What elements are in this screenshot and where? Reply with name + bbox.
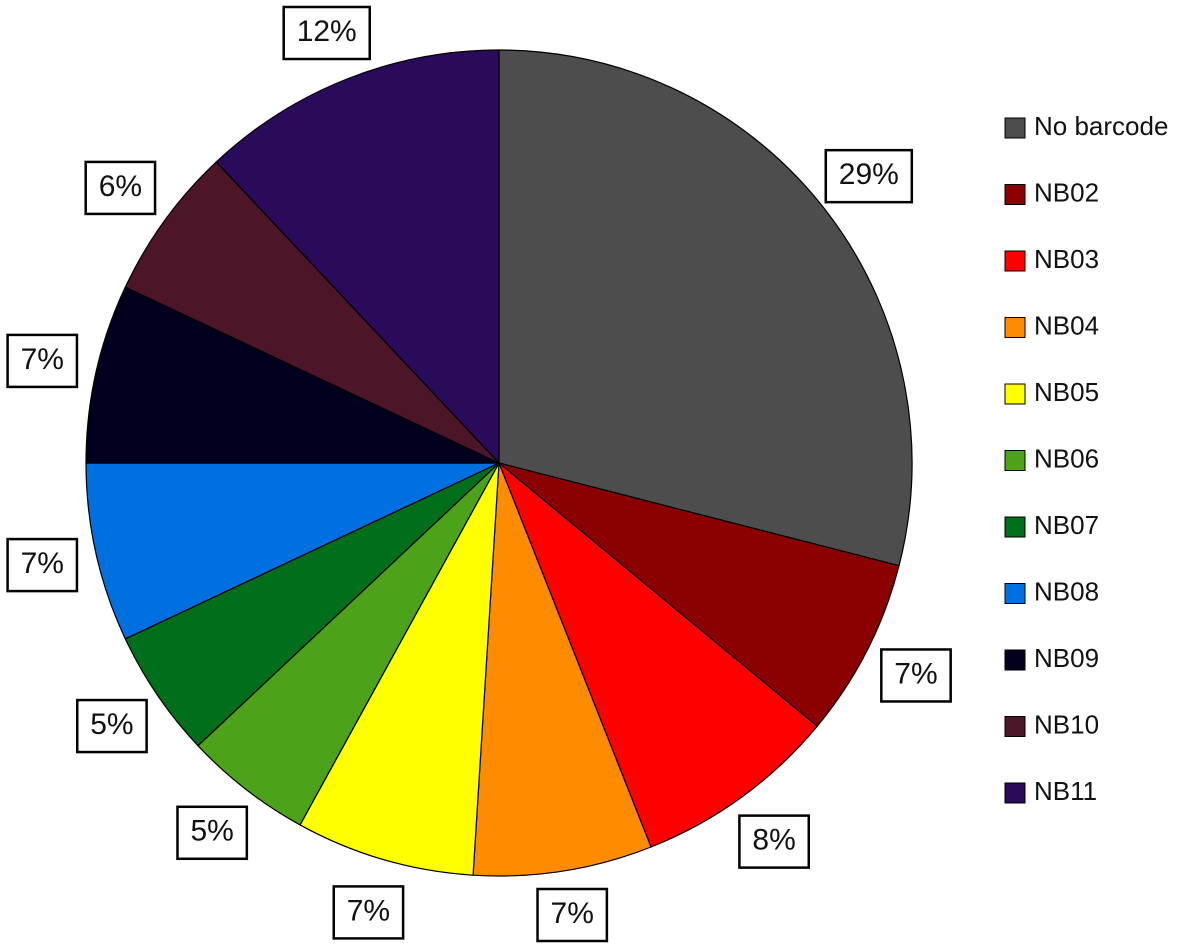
legend-label: NB10 [1034,709,1099,739]
legend-label: NB06 [1034,443,1099,473]
legend-swatch [1004,250,1026,272]
pie-slice [85,462,500,640]
data-label: 8% [752,824,795,857]
label-box [6,333,79,389]
label-box [75,698,148,754]
data-label-box: 6% [84,160,157,216]
legend-swatch [1004,716,1026,737]
label-box [880,648,952,703]
pie-slice [215,49,500,465]
legend-label: No barcode [1034,111,1168,141]
label-box [282,5,371,61]
pie-slice [498,462,819,848]
data-label: 7% [894,657,937,690]
data-label: 6% [99,170,142,203]
data-label-box: 5% [176,805,249,861]
pie-slice [498,462,900,728]
data-label: 7% [21,547,64,580]
pie-slice [85,286,500,464]
label-box [738,814,811,869]
legend-label: NB09 [1034,643,1099,673]
pie-slice [498,49,913,567]
data-label-box: 8% [738,814,811,869]
pie-slice [299,462,500,876]
label-box [536,887,609,943]
data-label-box: 29% [824,148,914,204]
data-label-box: 7% [6,333,79,389]
data-label-box: 7% [6,537,79,593]
legend-label: NB05 [1034,377,1099,407]
data-label: 7% [347,894,390,927]
legend-label: NB04 [1034,310,1099,340]
legend-swatch [1004,184,1026,205]
legend-label: NB02 [1034,177,1099,207]
legend-swatch [1004,516,1026,538]
data-label: 5% [90,708,133,741]
label-box [6,537,79,593]
data-label-box: 7% [536,887,609,943]
data-label: 7% [551,897,594,930]
legend-swatch [1004,583,1026,604]
legend-label: NB08 [1034,576,1099,606]
data-label-box: 12% [282,5,371,61]
data-label: 12% [297,15,357,48]
data-label: 29% [839,158,899,191]
legend-swatch [1004,383,1026,405]
pie-slice [124,161,500,464]
legend-swatch [1004,649,1026,671]
label-box [176,805,249,861]
legend-label: NB11 [1034,776,1097,806]
data-label: 5% [190,815,233,848]
data-label-box: 7% [880,648,952,703]
label-box [824,148,914,204]
legend-swatch [1004,450,1026,471]
legend-label: NB03 [1034,244,1099,274]
legend-swatch [1004,782,1026,804]
legend-label: NB07 [1034,510,1099,540]
label-box [332,885,405,940]
legend-swatch [1004,117,1026,139]
legend-swatch [1004,317,1026,338]
label-box [84,160,157,216]
data-label-box: 7% [332,885,405,940]
pie-slice [472,462,652,877]
data-label-box: 5% [75,698,148,754]
data-label: 7% [21,343,64,376]
